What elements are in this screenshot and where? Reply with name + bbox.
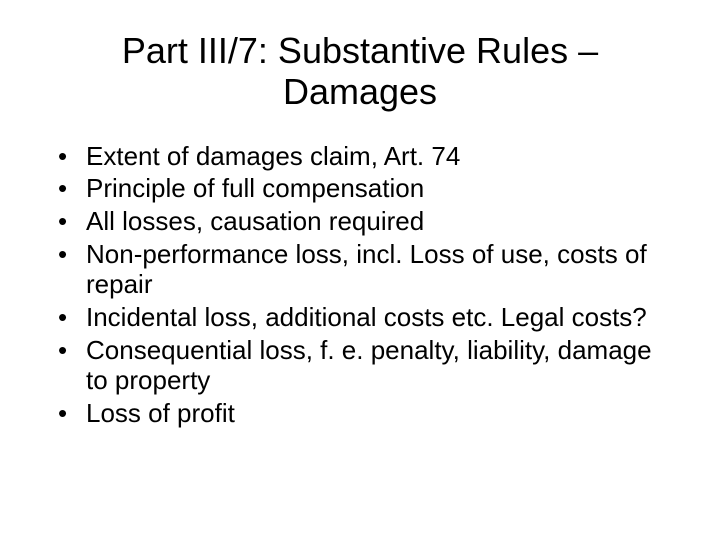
list-item: Incidental loss, additional costs etc. L…: [58, 302, 670, 333]
list-item: Non-performance loss, incl. Loss of use,…: [58, 239, 670, 300]
list-item: Consequential loss, f. e. penalty, liabi…: [58, 335, 670, 396]
list-item: Loss of profit: [58, 398, 670, 429]
slide: Part III/7: Substantive Rules – Damages …: [0, 0, 720, 540]
list-item: Extent of damages claim, Art. 74: [58, 141, 670, 172]
list-item: All losses, causation required: [58, 206, 670, 237]
list-item: Principle of full compensation: [58, 173, 670, 204]
slide-title: Part III/7: Substantive Rules – Damages: [40, 30, 680, 113]
bullet-list: Extent of damages claim, Art. 74 Princip…: [40, 141, 680, 429]
